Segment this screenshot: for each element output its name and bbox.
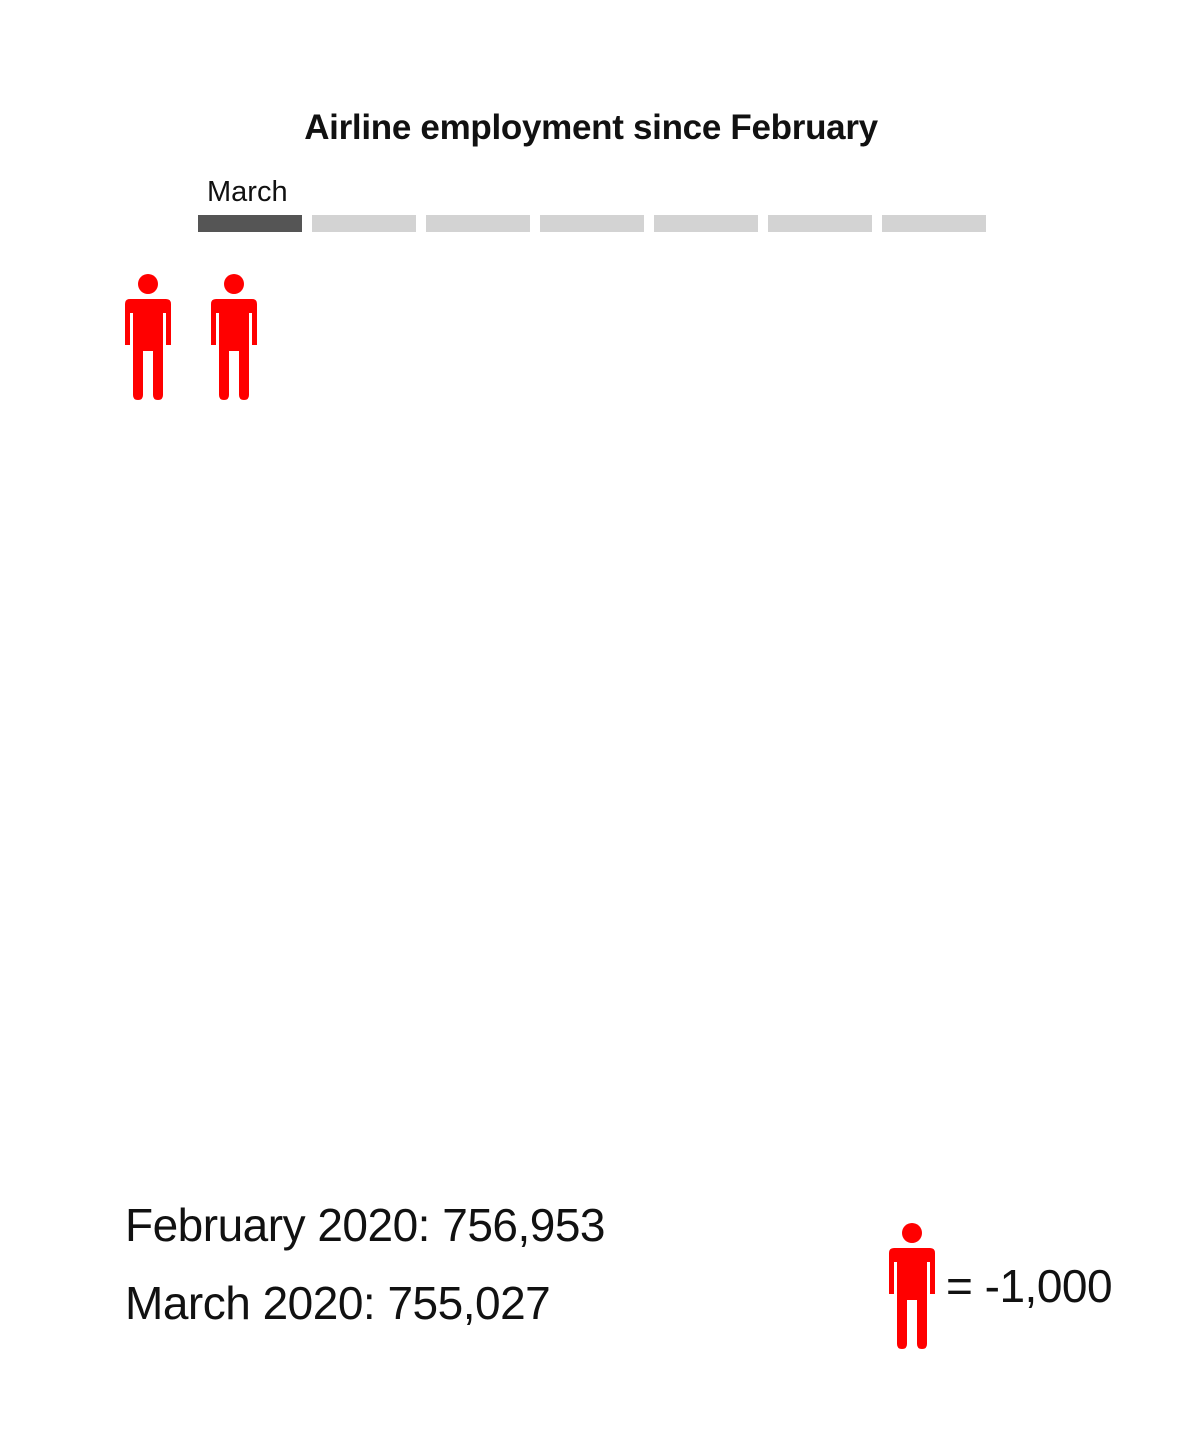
person-icon	[208, 273, 260, 403]
timeline-active-label: March	[207, 176, 288, 208]
chart-title: Airline employment since February	[304, 108, 878, 147]
person-icon	[122, 273, 174, 403]
legend-text: = -1,000	[946, 1260, 1113, 1312]
stat-february: February 2020: 756,953	[125, 1199, 606, 1251]
legend-person-icon	[886, 1222, 938, 1352]
timeline-step-1	[198, 215, 302, 232]
timeline-step-5	[654, 215, 758, 232]
pictogram-icons	[122, 273, 1072, 413]
timeline-step-3	[426, 215, 530, 232]
timeline-step-6	[768, 215, 872, 232]
timeline-step-4	[540, 215, 644, 232]
timeline-step-2	[312, 215, 416, 232]
timeline-step-7	[882, 215, 986, 232]
timeline-bar	[198, 215, 988, 232]
stat-march: March 2020: 755,027	[125, 1277, 551, 1329]
